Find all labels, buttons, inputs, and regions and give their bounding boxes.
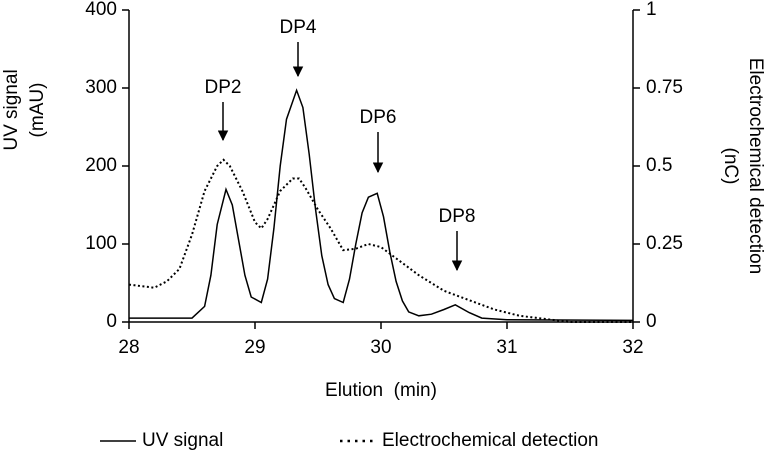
annotation: DP4	[280, 17, 317, 38]
y-tick-label: 400	[85, 0, 117, 20]
x-axis-label: Elution (min)	[325, 380, 437, 401]
annotation: DP2	[205, 77, 242, 98]
series-line	[129, 88, 634, 322]
y2-tick-label: 0.75	[646, 77, 683, 98]
y2-tick-label: 1	[646, 0, 657, 20]
y2-axis-label: (nC)	[720, 148, 741, 185]
x-tick-label: 32	[622, 337, 643, 358]
y-tick-label: 200	[85, 155, 117, 176]
legend-label: UV signal	[142, 430, 223, 451]
annotation: DP8	[439, 206, 476, 227]
annotation: DP6	[360, 107, 397, 128]
x-tick-label: 31	[496, 337, 517, 358]
y-tick-label: 300	[85, 77, 117, 98]
y2-tick-label: 0.5	[646, 155, 672, 176]
y-tick-label: 0	[106, 311, 117, 332]
y-axis-label: UV signal	[1, 69, 22, 150]
y2-axis-label: Electrochemical detection	[745, 58, 766, 275]
legend-label: Electrochemical detection	[382, 430, 599, 451]
x-tick-label: 30	[370, 337, 391, 358]
x-tick-label: 29	[244, 337, 265, 358]
x-tick-label: 28	[118, 337, 139, 358]
y2-tick-label: 0	[646, 311, 657, 332]
series-line	[128, 158, 633, 323]
y2-tick-label: 0.25	[646, 233, 683, 254]
y-tick-label: 100	[85, 233, 117, 254]
y-axis-label: (mAU)	[27, 83, 48, 138]
